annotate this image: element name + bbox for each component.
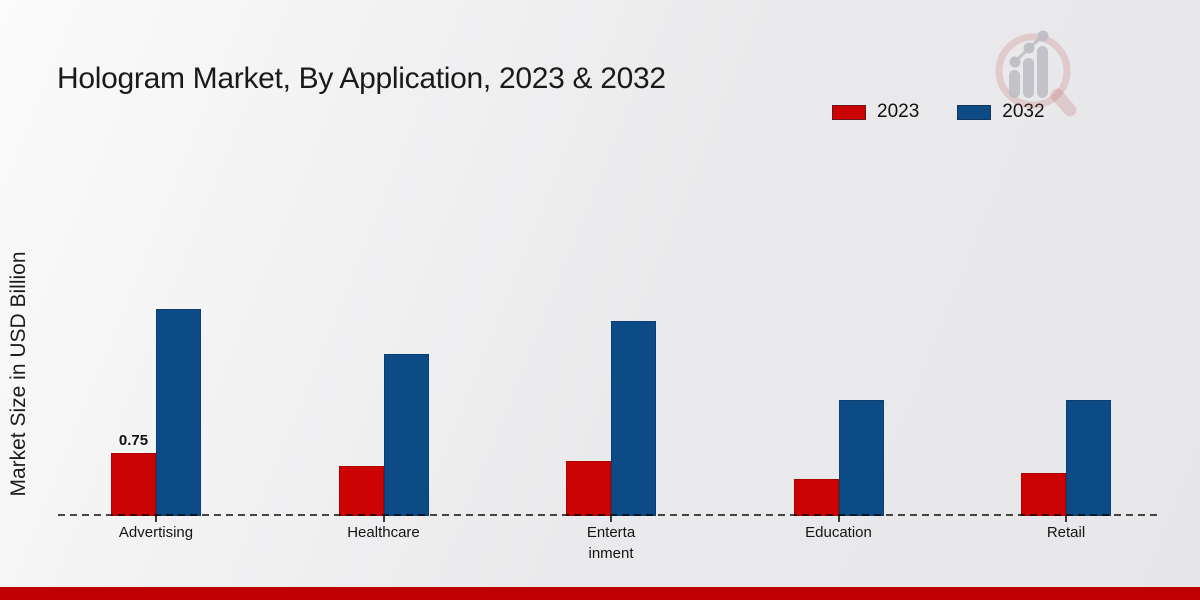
- bar-2023-advertising: [111, 453, 156, 516]
- bar-2023-entertainment: [566, 461, 611, 516]
- category-label-healthcare: Healthcare: [347, 524, 420, 541]
- legend-label-2032: 2032: [1002, 101, 1045, 122]
- legend-swatch-2023: [832, 104, 866, 120]
- x-axis-tick: [382, 516, 385, 522]
- magnifier-growth-chart-logo-watermark: [995, 30, 1077, 117]
- chart-title: Hologram Market, By Application, 2023 & …: [57, 62, 666, 96]
- x-axis-tick: [1065, 516, 1067, 522]
- category-label-retail: Retail: [1046, 524, 1086, 541]
- bar-2032-retail: [1066, 400, 1111, 516]
- x-axis-baseline: [58, 514, 1160, 516]
- legend-label-2023: 2023: [877, 101, 920, 122]
- category-label-advertising: Advertising: [118, 524, 194, 541]
- legend-item-2023: 2023: [832, 101, 919, 123]
- bar-2032-healthcare: [383, 354, 429, 516]
- category-label-education: Education: [805, 524, 872, 541]
- data-label: 0.75: [118, 432, 149, 449]
- bar-2032-education: [838, 400, 884, 516]
- legend: 2023 2032: [832, 101, 1045, 123]
- bar-2032-entertainment: [611, 321, 656, 516]
- category-label-entertainment: Enterta inment: [586, 524, 636, 562]
- bar-2023-education: [793, 479, 839, 516]
- bar-2032-advertising: [156, 309, 201, 516]
- legend-item-2032: 2032: [957, 101, 1045, 123]
- x-axis-tick: [837, 516, 840, 522]
- bar-2023-retail: [1021, 473, 1066, 516]
- bar-2023-healthcare: [338, 466, 384, 516]
- legend-swatch-2032: [957, 104, 992, 120]
- footer-accent-bar: [0, 587, 1200, 600]
- x-axis-tick: [155, 516, 157, 522]
- x-axis-tick: [610, 516, 612, 522]
